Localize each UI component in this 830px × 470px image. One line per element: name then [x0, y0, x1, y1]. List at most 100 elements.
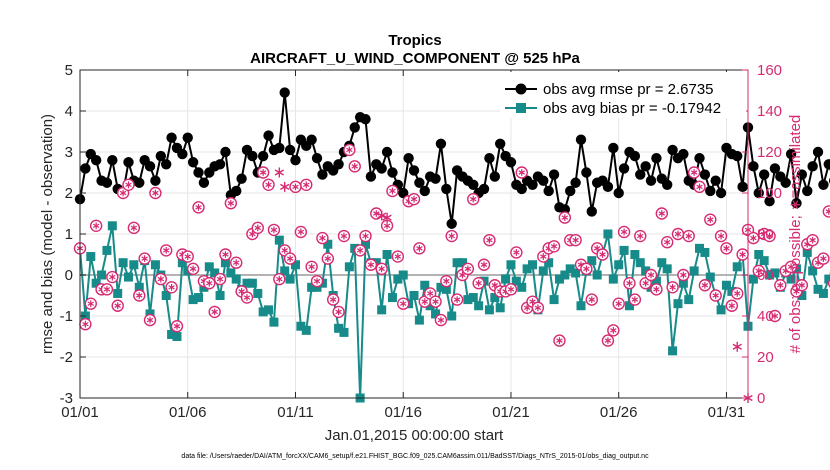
assimilated-marker — [382, 212, 392, 223]
rmse-point — [333, 159, 344, 170]
assimilated-count-asterisk — [534, 304, 542, 312]
rmse-point — [311, 152, 323, 164]
x-tick-label: 01/11 — [277, 404, 313, 421]
bias-point — [177, 258, 187, 268]
possible-count-point — [149, 186, 162, 200]
assimilated-count-asterisk — [114, 302, 121, 310]
bias-point — [107, 221, 117, 231]
rmse-point — [274, 142, 285, 154]
y-tick-label: 4 — [65, 103, 73, 120]
y-axis-label: rmse and bias (model - observation) — [39, 114, 56, 354]
possible-count-point — [170, 320, 184, 333]
assimilated-count-asterisk — [335, 308, 342, 316]
rmse-point — [818, 179, 829, 190]
bias-point — [172, 332, 182, 341]
assimilated-count-asterisk — [324, 255, 332, 262]
assimilated-count-asterisk — [728, 302, 736, 310]
rmse-point — [349, 122, 360, 133]
assimilated-count-asterisk — [168, 283, 175, 291]
rmse-point — [581, 167, 592, 178]
assimilated-count-asterisk — [195, 203, 202, 211]
rmse-point — [263, 130, 274, 141]
possible-count-point — [784, 260, 798, 273]
assimilated-count-asterisk — [599, 251, 606, 258]
bias-point — [274, 235, 284, 245]
assimilated-count-asterisk — [798, 281, 806, 289]
rmse-point — [279, 87, 290, 98]
bias-point — [651, 276, 661, 286]
possible-count-point — [127, 221, 141, 235]
bias-point — [614, 260, 624, 270]
assimilated-count-asterisk — [647, 271, 655, 279]
possible-count-point — [84, 297, 97, 310]
rmse-point — [575, 134, 587, 145]
assimilated-count-asterisk — [475, 279, 482, 287]
assimilated-count-asterisk — [383, 222, 391, 230]
bias-point — [269, 317, 279, 327]
assimilated-count-asterisk — [513, 249, 520, 256]
bias-point — [452, 258, 462, 268]
y-tick-label: 1 — [65, 226, 73, 243]
assimilated-count-asterisk — [356, 247, 364, 254]
bias-point — [608, 274, 618, 284]
assimilated-count-asterisk — [410, 195, 418, 203]
bias-point — [721, 280, 731, 290]
assimilated-count-asterisk — [136, 292, 143, 299]
possible-count-point — [267, 223, 281, 237]
possible-count-point — [208, 305, 221, 319]
rmse-point — [187, 157, 199, 168]
assimilated-count-asterisk — [125, 181, 132, 189]
possible-count-point — [644, 268, 658, 282]
tick-labels: 01/01 01/06 01/11 01/16 01/21 01/26 01/31 -3 -2 -… — [60, 62, 782, 421]
possible-count-point — [106, 270, 119, 284]
rmse-point — [715, 187, 727, 199]
assimilated-count-asterisk — [733, 290, 741, 297]
rmse-point — [753, 187, 764, 199]
rmse-point — [414, 177, 425, 188]
bias-point — [253, 288, 263, 298]
possible-count-point — [596, 248, 609, 261]
possible-count-point — [687, 166, 701, 179]
assimilated-count-asterisk — [173, 322, 181, 330]
x-axis-label: Jan.01,2015 00:00:00 start — [325, 427, 504, 444]
rmse-point — [764, 196, 775, 207]
assimilated-marker — [274, 167, 285, 178]
assimilated-count-asterisk — [540, 253, 547, 260]
possible-count-point — [720, 242, 733, 255]
rmse-point — [166, 132, 177, 143]
bias-point — [576, 301, 586, 311]
assimilated-count-asterisk — [227, 199, 235, 207]
assimilated-count-asterisk — [281, 247, 288, 254]
rmse-point — [651, 152, 662, 164]
legend-rmse-marker — [515, 83, 527, 95]
rmse-point — [678, 148, 689, 160]
bias-point — [167, 329, 177, 339]
possible-count-point — [305, 260, 318, 273]
assimilated-count-asterisk — [620, 228, 628, 236]
assimilated-count-asterisk — [507, 285, 515, 293]
rmse-point — [758, 169, 770, 180]
assimilated-count-asterisk — [292, 183, 299, 191]
bias-point — [382, 250, 392, 259]
assimilated-count-asterisk — [340, 232, 348, 240]
assimilated-count-asterisk — [680, 271, 687, 279]
assimilated-count-asterisk — [453, 296, 461, 303]
assimilated-count-asterisk — [367, 261, 375, 269]
assimilated-marker — [376, 210, 387, 221]
assimilated-count-asterisk — [610, 326, 617, 334]
assimilated-count-asterisk — [642, 279, 649, 287]
possible-count-point — [407, 192, 421, 206]
rmse-point — [182, 132, 193, 143]
assimilated-count-asterisk — [615, 300, 622, 308]
bias-point — [280, 266, 290, 276]
x-tick-label: 01/31 — [708, 404, 746, 421]
assimilated-count-asterisk — [696, 183, 703, 191]
possible-count-point — [391, 250, 405, 263]
rmse-point — [231, 185, 242, 197]
bias-point — [748, 274, 758, 284]
bias-point — [641, 266, 651, 276]
assimilated-marker — [280, 181, 290, 192]
y-tick-label: 0 — [65, 267, 73, 284]
rmse-point — [640, 161, 651, 172]
